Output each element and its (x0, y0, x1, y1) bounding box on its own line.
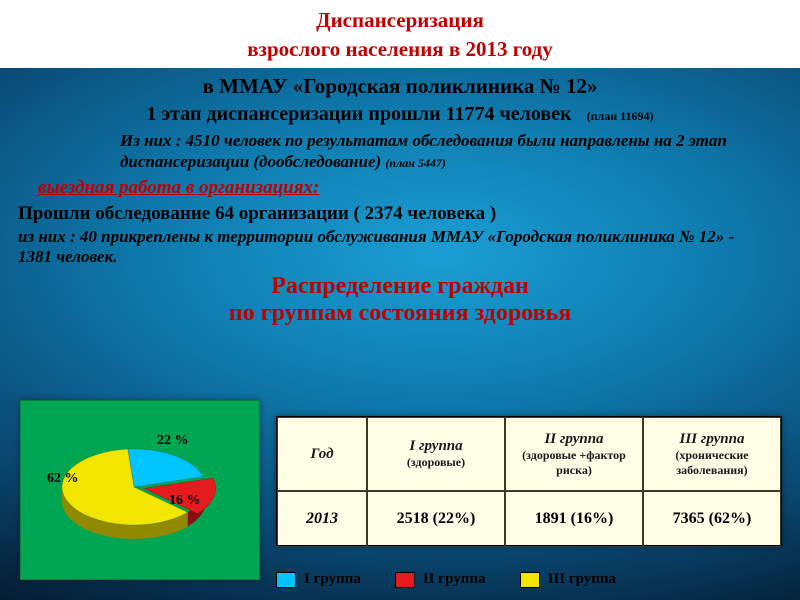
main-panel: в ММАУ «Городская поликлиника № 12» 1 эт… (0, 68, 800, 600)
pie-label-2: 16 % (169, 493, 201, 509)
th-group1: I группа(здоровые) (367, 417, 505, 491)
td-year: 2013 (277, 491, 367, 547)
legend-swatch-3 (520, 572, 540, 588)
td-g2: 1891 (16%) (505, 491, 643, 547)
td-g3: 7365 (62%) (643, 491, 781, 547)
clinic-name: в ММАУ «Городская поликлиника № 12» (0, 74, 800, 99)
lower-area: 22 % 16 % 62 % Год I группа(здоровые) II… (0, 392, 800, 600)
th-year: Год (277, 417, 367, 491)
outreach-line1: Прошли обследование 64 организации ( 237… (0, 203, 800, 225)
pie-label-3: 62 % (47, 471, 79, 487)
pie-panel: 22 % 16 % 62 % (20, 400, 260, 580)
stage1-line: 1 этап диспансеризации прошли 11774 чело… (0, 103, 800, 126)
distribution-title-2: по группам состояния здоровья (0, 300, 800, 327)
outreach-line2: из них : 40 прикреплены к территории обс… (0, 225, 800, 268)
pie-chart: 22 % 16 % 62 % (49, 433, 219, 553)
outreach-title: выездная работа в организациях: (0, 177, 800, 199)
legend-swatch-2 (395, 572, 415, 588)
legend-item-3: III группа (520, 571, 617, 588)
pie-label-1: 22 % (157, 433, 189, 449)
stage2-note: Из них : 4510 человек по результатам обс… (0, 126, 800, 173)
title-line-2: взрослого населения в 2013 году (0, 37, 800, 62)
stage1-plan: (план 11694) (587, 109, 654, 123)
stage1-text: 1 этап диспансеризации прошли 11774 чело… (147, 103, 572, 125)
data-table: Год I группа(здоровые) II группа(здоровы… (276, 416, 782, 546)
distribution-title-1: Распределение граждан (0, 273, 800, 300)
title-line-1: Диспансеризация (0, 8, 800, 33)
td-g1: 2518 (22%) (367, 491, 505, 547)
legend-swatch-1 (276, 572, 296, 588)
legend-item-1: I группа (276, 571, 361, 588)
th-group2: II группа(здоровые +фактор риска) (505, 417, 643, 491)
th-group3: III группа(хронические заболевания) (643, 417, 781, 491)
legend: I группа II группа III группа (276, 571, 616, 588)
legend-item-2: II группа (395, 571, 486, 588)
stage2-plan: (план 5447) (385, 156, 446, 170)
